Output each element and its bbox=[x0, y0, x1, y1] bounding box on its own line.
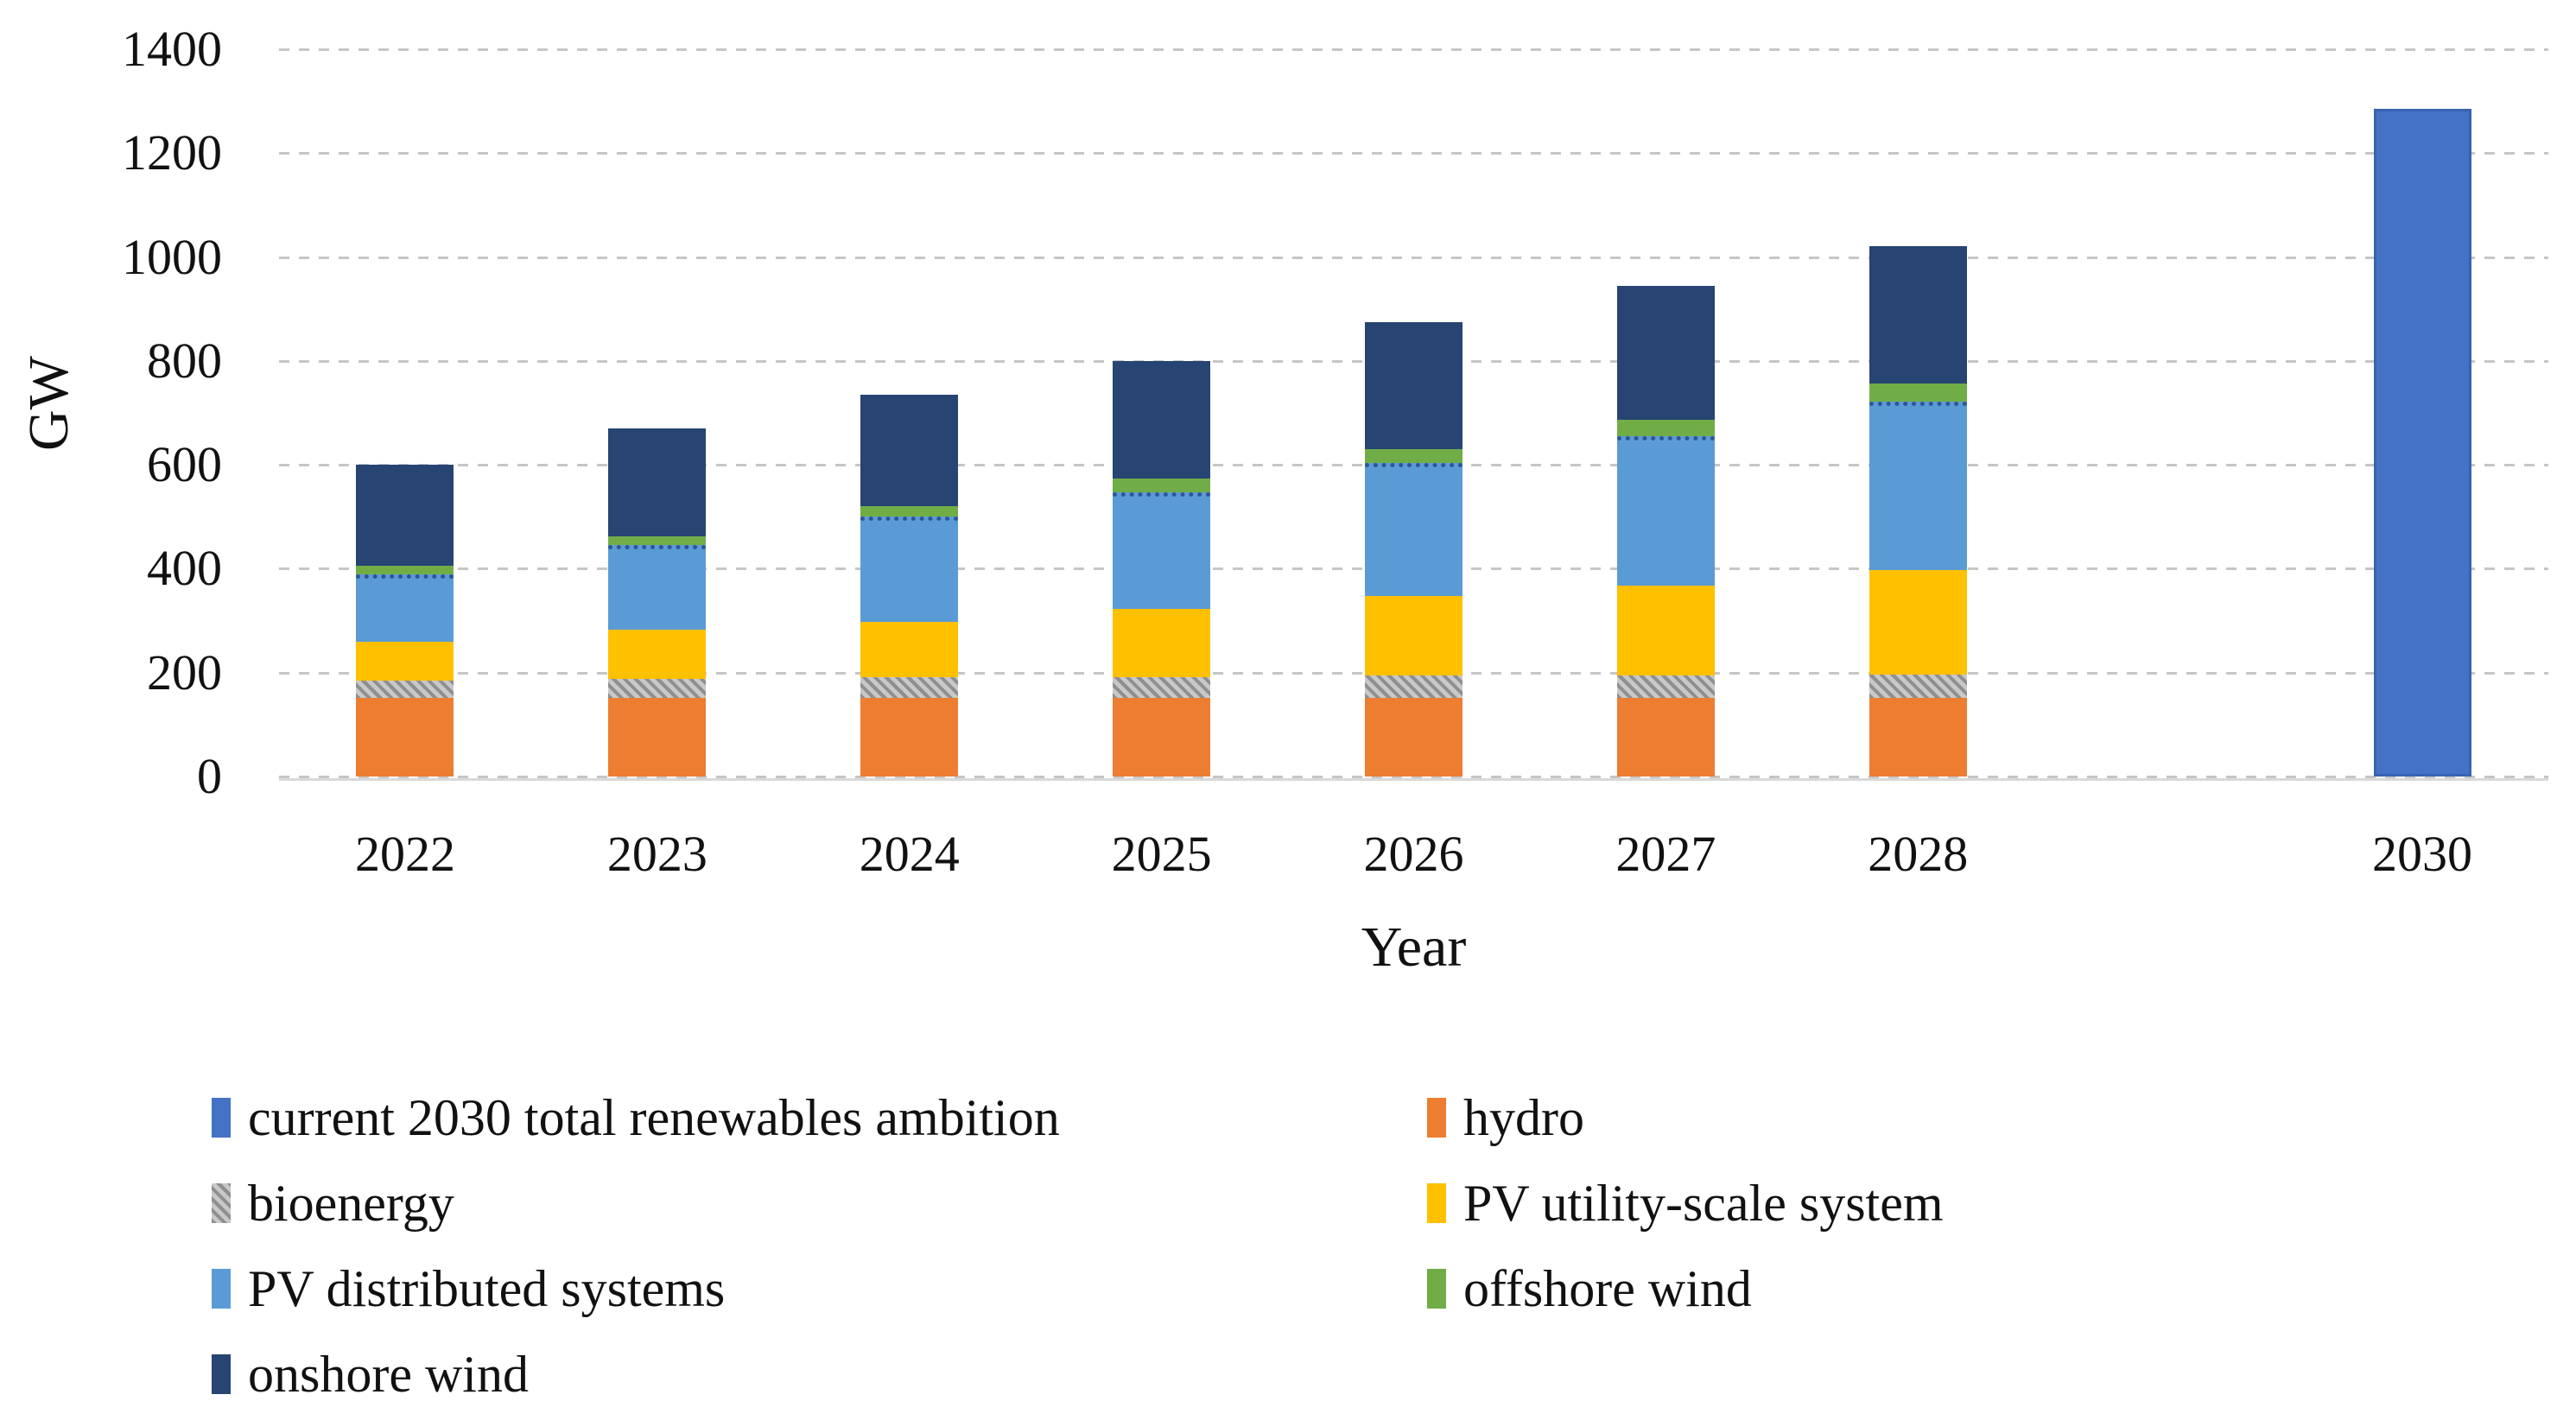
bar-segment-pv_utility-2022 bbox=[356, 642, 454, 681]
bar-segment-pv_distributed-2023 bbox=[608, 544, 707, 631]
y-tick-label-200: 200 bbox=[147, 643, 222, 700]
y-tick-label-600: 600 bbox=[147, 436, 222, 493]
x-tick-label-2024: 2024 bbox=[859, 826, 960, 882]
legend-item-pv_distributed: PV distributed systems bbox=[212, 1261, 725, 1316]
legend-label-pv_utility: PV utility-scale system bbox=[1463, 1175, 1944, 1232]
bar-segment-pv_utility-2024 bbox=[860, 622, 959, 678]
bar-2023 bbox=[608, 428, 707, 777]
x-tick-label-2027: 2027 bbox=[1615, 826, 1716, 882]
bar-segment-offshore-2023 bbox=[608, 536, 707, 545]
bar-segment-pv_utility-2027 bbox=[1616, 585, 1715, 675]
gridline-1200 bbox=[279, 152, 2548, 155]
y-axis-unit-label: GW bbox=[17, 356, 80, 451]
legend-label-pv_distributed: PV distributed systems bbox=[248, 1260, 726, 1317]
legend-item-ambition: current 2030 total renewables ambition bbox=[212, 1090, 1060, 1145]
legend-label-ambition: current 2030 total renewables ambition bbox=[248, 1089, 1060, 1146]
x-tick-label-2025: 2025 bbox=[1111, 826, 1212, 882]
bar-segment-bioenergy-2024 bbox=[860, 677, 959, 698]
legend-label-hydro: hydro bbox=[1463, 1089, 1584, 1146]
legend-item-pv_utility: PV utility-scale system bbox=[1427, 1176, 1944, 1231]
bar-segment-onshore-2023 bbox=[608, 428, 707, 536]
x-tick-label-2023: 2023 bbox=[606, 826, 707, 882]
legend-marker-ambition bbox=[212, 1098, 231, 1138]
x-tick-label-2028: 2028 bbox=[1868, 826, 1969, 882]
bar-2030 bbox=[2373, 109, 2471, 777]
y-tick-label-0: 0 bbox=[197, 748, 222, 804]
bar-segment-pv_distributed-2022 bbox=[356, 574, 454, 643]
legend-marker-offshore bbox=[1427, 1269, 1446, 1309]
bar-segment-onshore-2025 bbox=[1113, 360, 1211, 479]
bar-segment-pv_distributed-2026 bbox=[1365, 462, 1462, 596]
bar-segment-hydro-2028 bbox=[1869, 697, 1967, 777]
bar-segment-hydro-2022 bbox=[356, 697, 454, 777]
bar-segment-bioenergy-2023 bbox=[608, 678, 707, 698]
bar-segment-onshore-2024 bbox=[860, 394, 959, 507]
legend-marker-bioenergy bbox=[212, 1183, 231, 1223]
x-tick-label-2026: 2026 bbox=[1363, 826, 1464, 882]
bar-segment-pv_distributed-2027 bbox=[1616, 435, 1715, 586]
bar-segment-pv_utility-2028 bbox=[1869, 570, 1967, 675]
bar-2028 bbox=[1869, 246, 1967, 777]
bar-segment-hydro-2025 bbox=[1113, 697, 1211, 777]
y-tick-label-1200: 1200 bbox=[122, 124, 222, 181]
bar-2024 bbox=[860, 394, 959, 777]
bar-segment-offshore-2027 bbox=[1616, 419, 1715, 436]
bar-2022 bbox=[356, 465, 454, 777]
bar-segment-onshore-2026 bbox=[1365, 321, 1462, 449]
gridline-1000 bbox=[279, 256, 2548, 259]
bar-segment-pv_distributed-2028 bbox=[1869, 401, 1967, 571]
bar-segment-offshore-2022 bbox=[356, 565, 454, 574]
legend-item-onshore: onshore wind bbox=[212, 1347, 529, 1402]
bar-segment-pv_distributed-2025 bbox=[1113, 492, 1211, 610]
bar-segment-ambition-2030 bbox=[2373, 109, 2471, 777]
bar-segment-onshore-2027 bbox=[1616, 285, 1715, 420]
legend-marker-pv_utility bbox=[1427, 1183, 1446, 1223]
legend-marker-hydro bbox=[1427, 1098, 1446, 1138]
bar-segment-offshore-2026 bbox=[1365, 448, 1462, 463]
bar-segment-offshore-2028 bbox=[1869, 383, 1967, 402]
bar-segment-hydro-2026 bbox=[1365, 697, 1462, 777]
bar-segment-offshore-2025 bbox=[1113, 479, 1211, 493]
bar-segment-onshore-2022 bbox=[356, 465, 454, 566]
bar-segment-pv_utility-2023 bbox=[608, 630, 707, 679]
legend-label-offshore: offshore wind bbox=[1463, 1260, 1752, 1317]
legend-item-offshore: offshore wind bbox=[1427, 1261, 1752, 1316]
bar-2026 bbox=[1365, 321, 1462, 777]
bar-segment-pv_utility-2025 bbox=[1113, 609, 1211, 677]
x-axis-line bbox=[279, 778, 2548, 781]
legend-label-onshore: onshore wind bbox=[248, 1346, 529, 1403]
y-tick-label-800: 800 bbox=[147, 332, 222, 389]
legend-item-bioenergy: bioenergy bbox=[212, 1176, 454, 1231]
legend-label-bioenergy: bioenergy bbox=[248, 1175, 454, 1232]
gridline-1400 bbox=[279, 48, 2548, 51]
bar-segment-bioenergy-2025 bbox=[1113, 676, 1211, 698]
gridline-0 bbox=[279, 776, 2548, 778]
bar-segment-bioenergy-2028 bbox=[1869, 675, 1967, 698]
x-axis-title: Year bbox=[1361, 916, 1467, 979]
bar-segment-offshore-2024 bbox=[860, 506, 959, 517]
x-tick-label-2022: 2022 bbox=[354, 826, 455, 882]
bar-2025 bbox=[1113, 360, 1211, 777]
bar-segment-bioenergy-2026 bbox=[1365, 675, 1462, 698]
legend-item-hydro: hydro bbox=[1427, 1090, 1584, 1145]
legend-marker-onshore bbox=[212, 1354, 231, 1394]
y-tick-label-1000: 1000 bbox=[122, 228, 222, 285]
bar-segment-pv_utility-2026 bbox=[1365, 595, 1462, 676]
legend-marker-pv_distributed bbox=[212, 1269, 231, 1309]
y-tick-label-1400: 1400 bbox=[122, 21, 222, 77]
bar-segment-onshore-2028 bbox=[1869, 246, 1967, 384]
bar-segment-hydro-2023 bbox=[608, 697, 707, 777]
bar-segment-bioenergy-2027 bbox=[1616, 675, 1715, 698]
bar-segment-pv_distributed-2024 bbox=[860, 517, 959, 623]
x-tick-label-2030: 2030 bbox=[2372, 826, 2473, 882]
bar-segment-bioenergy-2022 bbox=[356, 681, 454, 698]
bar-segment-hydro-2024 bbox=[860, 697, 959, 777]
y-tick-label-400: 400 bbox=[147, 540, 222, 597]
bar-2027 bbox=[1616, 285, 1715, 777]
bar-segment-hydro-2027 bbox=[1616, 697, 1715, 777]
